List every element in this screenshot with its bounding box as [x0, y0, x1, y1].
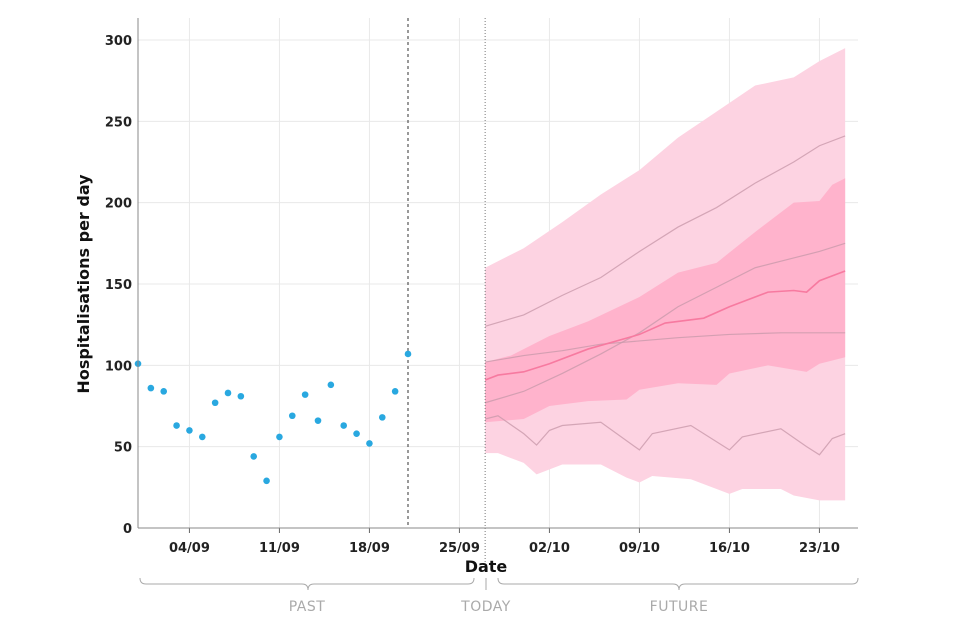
x-axis-label: Date	[465, 557, 508, 576]
y-tick-label: 50	[114, 441, 132, 456]
y-tick-label: 150	[105, 278, 132, 293]
observed-points	[134, 350, 412, 485]
observed-point	[314, 417, 322, 424]
observed-point	[327, 381, 335, 389]
x-tick-label: 16/10	[709, 541, 750, 556]
observed-point	[340, 422, 348, 429]
scenario-line	[485, 332, 846, 363]
observed-point	[237, 392, 245, 400]
observed-point	[211, 399, 219, 407]
observed-point	[173, 422, 180, 429]
observed-point	[391, 388, 399, 395]
y-tick-label: 200	[105, 197, 132, 212]
future-label: FUTURE	[650, 599, 709, 615]
x-tick-label: 09/10	[619, 541, 660, 556]
observed-point	[404, 350, 412, 358]
observed-point	[250, 453, 258, 460]
axes: 0 50 100 150 200 250 300 04/09 11/09 18/09 25/09 02…	[105, 18, 858, 556]
future-bracket	[497, 577, 859, 591]
today-label: TODAY	[460, 599, 511, 615]
observed-point	[378, 414, 386, 421]
scenario-line	[484, 415, 846, 456]
observed-point	[147, 384, 155, 392]
observed-point	[224, 389, 232, 397]
y-tick-label: 300	[105, 34, 132, 49]
observed-point	[301, 391, 309, 398]
date-markers	[407, 18, 486, 568]
x-tick-label: 25/09	[439, 541, 480, 556]
period-brackets	[139, 577, 859, 591]
observed-point	[263, 477, 270, 485]
projection-bands	[485, 48, 846, 501]
observed-point	[160, 388, 168, 395]
observed-point	[276, 433, 283, 441]
scenario-line	[484, 242, 846, 404]
y-tick-label: 100	[105, 359, 132, 374]
y-tick-label: 250	[105, 115, 132, 130]
y-tick-label: 0	[123, 522, 132, 537]
y-axis-label: Hospitalisations per day	[74, 174, 93, 394]
median-line	[484, 270, 846, 381]
x-tick-label: 23/10	[799, 541, 840, 556]
observed-point	[353, 430, 360, 437]
past-label: PAST	[289, 599, 326, 615]
x-tick-label: 04/09	[169, 541, 210, 556]
observed-point	[198, 433, 206, 441]
observed-point	[366, 440, 373, 447]
inner-uncertainty-band	[485, 178, 846, 423]
observed-point	[186, 427, 193, 434]
x-tick-label: 02/10	[529, 541, 570, 556]
projection-lines	[484, 135, 846, 456]
x-tick-label: 11/09	[259, 541, 300, 556]
observed-point	[288, 412, 296, 420]
scenario-line	[484, 135, 846, 327]
x-tick-label: 18/09	[349, 541, 390, 556]
past-bracket	[139, 577, 475, 591]
